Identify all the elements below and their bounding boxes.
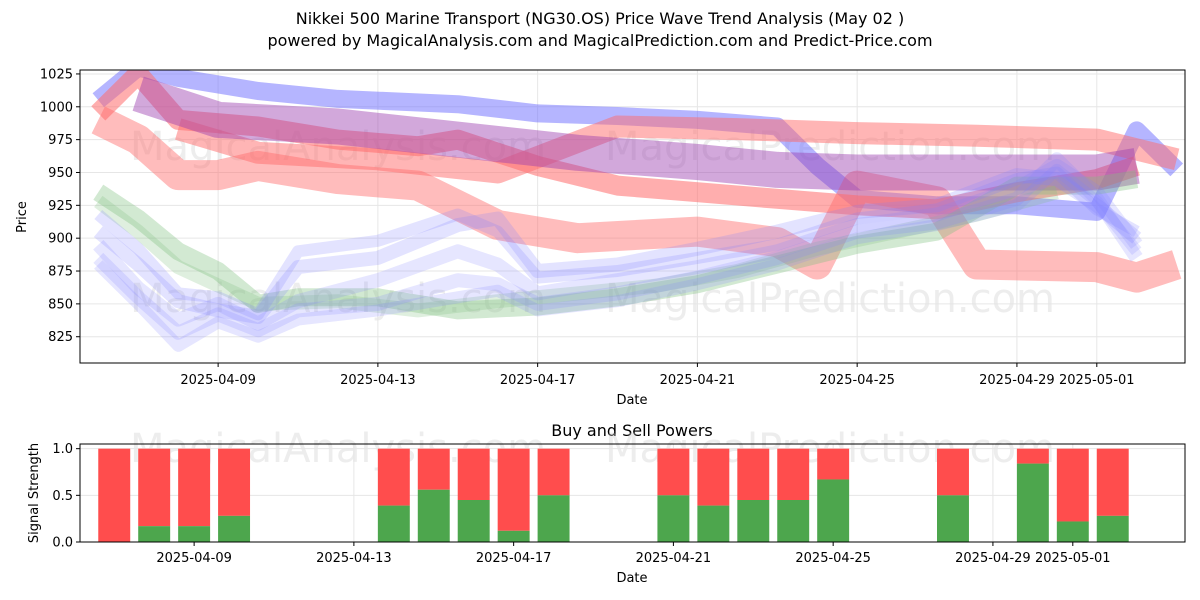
buy-bar <box>657 495 690 542</box>
chart-title: Nikkei 500 Marine Transport (NG30.OS) Pr… <box>295 9 905 28</box>
top-y-ticks: 825 850 875 900 925 950 975 1000 1025 <box>40 67 80 345</box>
y-tick-label: 825 <box>48 330 73 345</box>
x-tick-label: 2025-04-13 <box>316 551 392 566</box>
wave-band-12 <box>94 166 1140 321</box>
sell-bar <box>417 448 450 490</box>
watermark-text: MagicalAnalysis.com <box>130 276 546 322</box>
y-tick-label: 0.0 <box>52 536 73 551</box>
sell-bar <box>138 448 171 527</box>
wave-band-7 <box>94 185 1059 318</box>
sell-bar <box>98 448 131 542</box>
x-tick-label: 2025-04-29 <box>979 373 1055 388</box>
buy-bar <box>497 530 530 542</box>
y-tick-label: 875 <box>48 265 73 280</box>
x-tick-label: 2025-04-17 <box>476 551 552 566</box>
wave-band-6 <box>93 170 1139 320</box>
x-tick-label: 2025-04-09 <box>180 373 256 388</box>
y-tick-label: 850 <box>48 297 73 312</box>
chart-subtitle: powered by MagicalAnalysis.com and Magic… <box>267 31 933 50</box>
top-series <box>91 70 1184 352</box>
sell-bar <box>1016 448 1049 464</box>
wave-band-4 <box>175 115 1180 184</box>
wave-band-9 <box>93 158 1143 331</box>
x-tick-label: 2025-04-25 <box>795 551 871 566</box>
bottom-x-axis-label: Date <box>616 571 647 586</box>
sell-bar <box>537 448 570 496</box>
buy-bar <box>817 479 850 542</box>
bottom-bars <box>98 448 1129 542</box>
sell-bar <box>657 448 690 496</box>
x-tick-label: 2025-05-01 <box>1035 551 1111 566</box>
sell-bar <box>178 448 211 527</box>
buy-bar <box>218 515 251 542</box>
top-x-ticks: 2025-04-09 2025-04-13 2025-04-17 2025-04-21… <box>180 363 1135 388</box>
x-tick-label: 2025-04-13 <box>340 373 416 388</box>
sell-bar <box>817 448 850 480</box>
sell-bar <box>457 448 490 500</box>
y-tick-label: 950 <box>48 166 73 181</box>
x-tick-label: 2025-04-25 <box>819 373 895 388</box>
buy-bar <box>737 500 770 542</box>
buy-bar <box>178 526 211 542</box>
bottom-x-ticks: 2025-04-09 2025-04-13 2025-04-17 2025-04-21… <box>156 542 1111 566</box>
x-tick-label: 2025-04-29 <box>955 551 1031 566</box>
wave-band-2 <box>91 70 1140 220</box>
buy-bar <box>457 500 490 542</box>
y-tick-label: 900 <box>48 232 73 247</box>
sell-bar <box>497 448 530 531</box>
bottom-chart-title: Buy and Sell Powers <box>551 421 713 440</box>
buy-bar <box>537 495 570 542</box>
sell-bar <box>1096 448 1129 516</box>
wave-band-11 <box>94 163 1142 352</box>
sell-bar <box>937 448 969 496</box>
buy-bar <box>1016 463 1049 542</box>
buy-bar <box>1096 515 1129 542</box>
sell-bar <box>1056 448 1089 522</box>
top-x-axis-label: Date <box>616 393 647 408</box>
sell-bar <box>377 448 410 506</box>
watermark-text: MagicalPrediction.com <box>605 276 1055 322</box>
y-tick-label: 975 <box>48 133 73 148</box>
sell-bar <box>697 448 730 506</box>
buy-bar <box>417 489 450 542</box>
sell-bar <box>218 448 251 516</box>
buy-bar <box>1056 521 1089 542</box>
buy-bar <box>777 500 810 542</box>
x-tick-label: 2025-04-21 <box>660 373 736 388</box>
buy-bar <box>377 505 410 542</box>
top-plot-frame <box>79 69 1186 364</box>
y-tick-label: 0.5 <box>52 489 73 504</box>
y-tick-label: 1000 <box>40 100 73 115</box>
sell-bar <box>737 448 770 500</box>
bottom-plot-frame <box>79 443 1186 543</box>
wave-band-5 <box>132 76 1140 191</box>
wave-band-8 <box>93 168 1142 324</box>
buy-bar <box>138 526 171 542</box>
buy-bar <box>697 505 730 542</box>
wave-band-3 <box>91 106 1182 293</box>
buy-bar <box>937 495 969 542</box>
x-tick-label: 2025-04-17 <box>500 373 576 388</box>
bottom-y-axis-label: Signal Strength <box>27 443 42 543</box>
y-tick-label: 925 <box>48 199 73 214</box>
y-tick-label: 1025 <box>40 67 73 82</box>
x-tick-label: 2025-05-01 <box>1059 373 1135 388</box>
top-y-axis-label: Price <box>15 201 30 233</box>
wave-band-10 <box>93 152 1143 340</box>
x-tick-label: 2025-04-09 <box>156 551 232 566</box>
bottom-y-ticks: 0.0 0.5 1.0 <box>52 442 80 551</box>
x-tick-label: 2025-04-21 <box>636 551 712 566</box>
y-tick-label: 1.0 <box>52 442 73 457</box>
sell-bar <box>777 448 810 500</box>
